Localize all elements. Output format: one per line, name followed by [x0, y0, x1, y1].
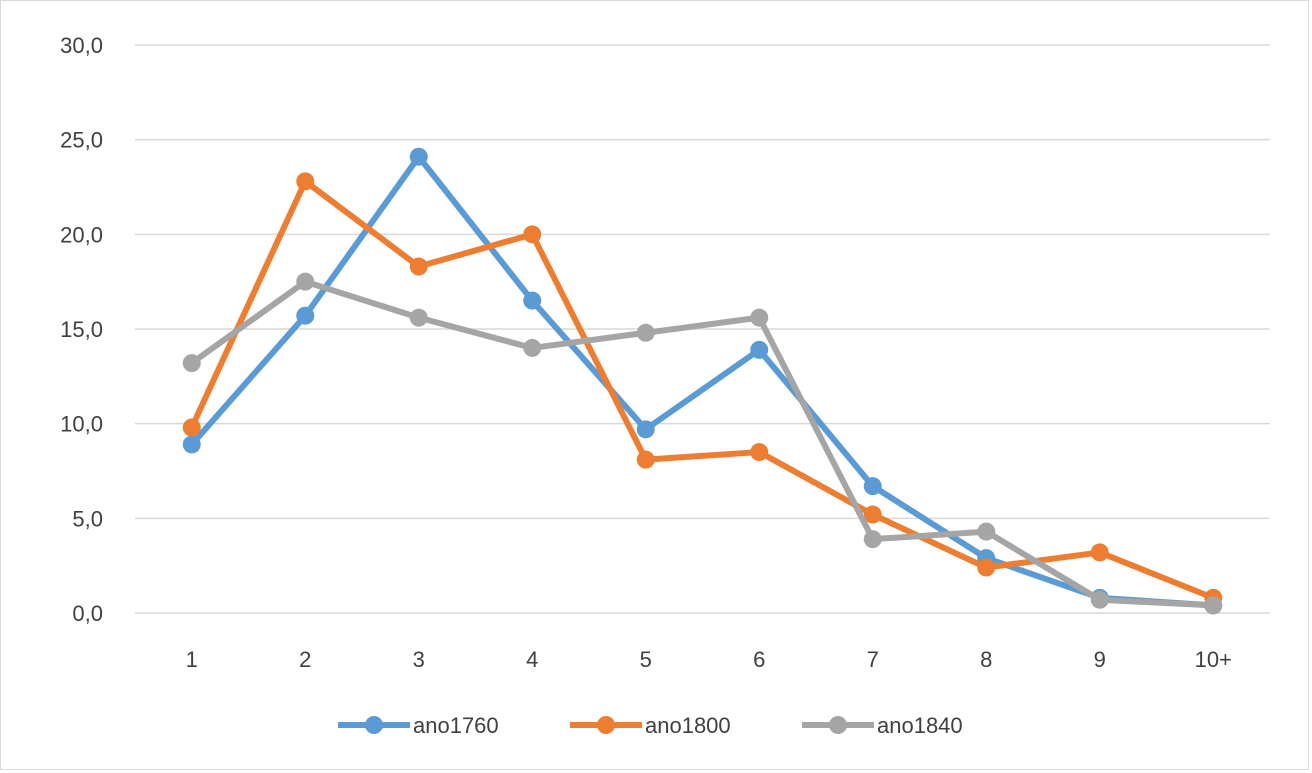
x-axis-tick-labels: 1 2 3 4 5 6 7 8 9 10+ [186, 647, 1232, 672]
data-point-ano1800 [182, 418, 201, 437]
data-point-ano1800 [863, 505, 882, 524]
data-point-ano1800 [977, 558, 996, 577]
data-point-ano1800 [636, 450, 655, 469]
legend-label: ano1760 [413, 713, 499, 738]
x-tick-label: 9 [1094, 647, 1106, 672]
data-point-ano1840 [977, 522, 996, 541]
gridlines [135, 44, 1270, 614]
data-point-ano1760 [863, 477, 882, 496]
data-point-ano1760 [750, 340, 769, 359]
legend-swatch-marker [829, 716, 847, 734]
x-tick-label: 2 [299, 647, 311, 672]
data-point-ano1760 [636, 420, 655, 439]
data-point-ano1840 [296, 272, 315, 291]
y-tick-label: 0,0 [72, 601, 103, 626]
legend-label: ano1840 [877, 713, 963, 738]
series-line-ano1800 [188, 178, 1217, 601]
data-point-ano1840 [636, 323, 655, 342]
series-lines [182, 147, 1223, 615]
series-ano1760 [182, 147, 1223, 615]
data-point-ano1800 [296, 172, 315, 191]
data-point-ano1760 [296, 306, 315, 325]
y-tick-label: 10,0 [60, 412, 103, 437]
y-tick-label: 25,0 [60, 128, 103, 153]
series-line-ano1840 [188, 278, 1217, 609]
y-tick-label: 15,0 [60, 317, 103, 342]
legend-swatch-marker [597, 716, 615, 734]
x-tick-label: 7 [867, 647, 879, 672]
x-tick-label: 5 [640, 647, 652, 672]
series-ano1840 [182, 272, 1223, 615]
x-tick-label: 1 [186, 647, 198, 672]
data-point-ano1840 [409, 308, 428, 327]
data-point-ano1800 [409, 257, 428, 276]
x-tick-label: 3 [413, 647, 425, 672]
legend-item-ano1760: ano1760 [338, 713, 499, 738]
legend-label: ano1800 [645, 713, 731, 738]
data-point-ano1840 [182, 354, 201, 373]
y-axis-tick-labels: 0,0 5,0 10,0 15,0 20,0 25,0 30,0 [60, 33, 103, 626]
legend: ano1760 ano1800 ano1840 [338, 713, 963, 738]
x-tick-label: 6 [753, 647, 765, 672]
x-tick-label: 10+ [1195, 647, 1232, 672]
legend-item-ano1800: ano1800 [570, 713, 731, 738]
data-point-ano1840 [1090, 590, 1109, 609]
data-point-ano1760 [409, 147, 428, 166]
data-point-ano1840 [1204, 596, 1223, 615]
data-point-ano1760 [523, 291, 542, 310]
x-tick-label: 8 [980, 647, 992, 672]
series-line-ano1760 [188, 153, 1217, 609]
legend-item-ano1840: ano1840 [802, 713, 963, 738]
data-point-ano1840 [750, 308, 769, 327]
data-point-ano1800 [1090, 543, 1109, 562]
y-tick-label: 5,0 [72, 506, 103, 531]
data-point-ano1760 [182, 435, 201, 454]
data-point-ano1800 [750, 443, 769, 462]
data-point-ano1800 [523, 225, 542, 244]
legend-swatch-marker [365, 716, 383, 734]
y-tick-label: 20,0 [60, 222, 103, 247]
data-point-ano1840 [863, 530, 882, 549]
series-ano1800 [182, 172, 1223, 607]
y-tick-label: 30,0 [60, 33, 103, 58]
data-point-ano1840 [523, 338, 542, 357]
x-tick-label: 4 [526, 647, 538, 672]
